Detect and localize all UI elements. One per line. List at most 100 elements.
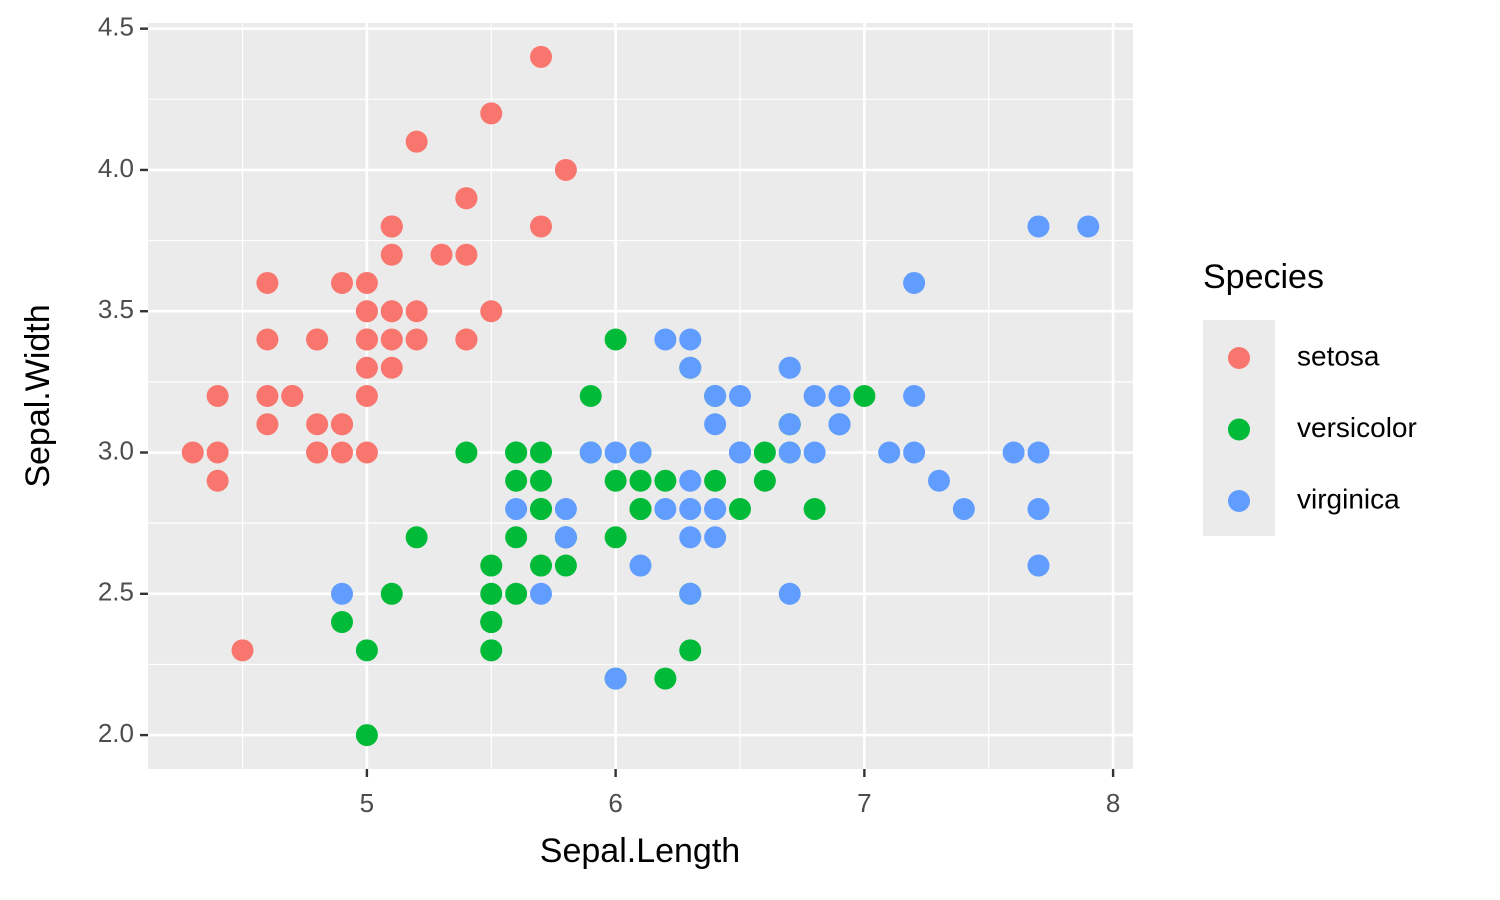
point <box>1027 441 1050 464</box>
point <box>728 441 751 464</box>
point <box>903 441 926 464</box>
point <box>679 526 702 549</box>
point <box>753 469 776 492</box>
point <box>530 582 553 605</box>
point <box>505 498 528 521</box>
point <box>206 441 229 464</box>
x-tick-label: 7 <box>857 788 871 818</box>
point <box>554 498 577 521</box>
point <box>455 441 478 464</box>
point <box>281 385 304 407</box>
point <box>704 413 727 436</box>
point <box>306 441 329 464</box>
point <box>380 300 403 323</box>
point <box>331 413 354 436</box>
point <box>181 441 204 464</box>
point <box>654 667 677 690</box>
point <box>1027 498 1050 521</box>
point <box>679 328 702 351</box>
point <box>728 498 751 521</box>
point <box>604 469 627 492</box>
point <box>405 328 428 351</box>
point <box>505 582 528 605</box>
point <box>355 724 378 747</box>
point <box>505 469 528 492</box>
point <box>530 441 553 464</box>
x-tick-label: 8 <box>1106 788 1120 818</box>
point <box>355 356 378 379</box>
point <box>654 328 677 351</box>
point <box>629 554 652 577</box>
y-axis-title: Sepal.Width <box>19 304 57 487</box>
point <box>480 639 503 662</box>
point <box>505 526 528 549</box>
point <box>878 441 901 464</box>
point <box>952 498 975 521</box>
point <box>306 413 329 436</box>
legend-title: Species <box>1203 258 1324 296</box>
point <box>554 554 577 577</box>
point <box>1027 215 1050 238</box>
point <box>455 328 478 351</box>
point <box>380 328 403 351</box>
y-tick-label: 2.5 <box>98 577 134 607</box>
point <box>530 45 553 68</box>
point <box>704 526 727 549</box>
point <box>654 469 677 492</box>
point <box>480 582 503 605</box>
legend-label: virginica <box>1297 483 1400 514</box>
point <box>355 300 378 323</box>
point <box>629 469 652 492</box>
legend-key <box>1228 347 1250 369</box>
y-tick-label: 4.0 <box>98 153 134 183</box>
x-axis-title: Sepal.Length <box>540 832 740 870</box>
point <box>380 582 403 605</box>
y-tick-label: 3.5 <box>98 294 134 324</box>
point <box>828 413 851 436</box>
y-tick-label: 3.0 <box>98 435 134 465</box>
point <box>778 582 801 605</box>
point <box>331 582 354 605</box>
point <box>331 611 354 634</box>
point <box>629 441 652 464</box>
point <box>728 385 751 407</box>
point <box>256 271 279 294</box>
legend-key <box>1228 418 1250 441</box>
point <box>1077 215 1100 238</box>
x-tick-label: 6 <box>608 788 622 818</box>
point <box>679 582 702 605</box>
legend: Species setosa versicolor virginica <box>1203 258 1417 536</box>
point <box>704 385 727 407</box>
point <box>405 526 428 549</box>
point <box>355 441 378 464</box>
point <box>430 243 453 266</box>
point <box>803 385 826 407</box>
point <box>355 271 378 294</box>
point <box>803 441 826 464</box>
y-tick-label: 4.5 <box>98 12 134 42</box>
point <box>480 102 503 125</box>
point <box>828 385 851 407</box>
point <box>480 611 503 634</box>
legend-label: setosa <box>1297 340 1380 371</box>
point <box>530 469 553 492</box>
point <box>256 328 279 351</box>
point <box>604 667 627 690</box>
point <box>753 441 776 464</box>
point <box>331 441 354 464</box>
point <box>604 328 627 351</box>
point <box>903 385 926 407</box>
point <box>554 526 577 549</box>
point <box>380 243 403 266</box>
point <box>604 441 627 464</box>
point <box>256 413 279 436</box>
point <box>679 356 702 379</box>
point <box>530 554 553 577</box>
point <box>579 441 602 464</box>
point <box>231 639 254 662</box>
x-tick-label: 5 <box>360 788 374 818</box>
point <box>405 130 428 153</box>
legend-label: versicolor <box>1297 412 1417 443</box>
point <box>480 554 503 577</box>
point <box>679 469 702 492</box>
